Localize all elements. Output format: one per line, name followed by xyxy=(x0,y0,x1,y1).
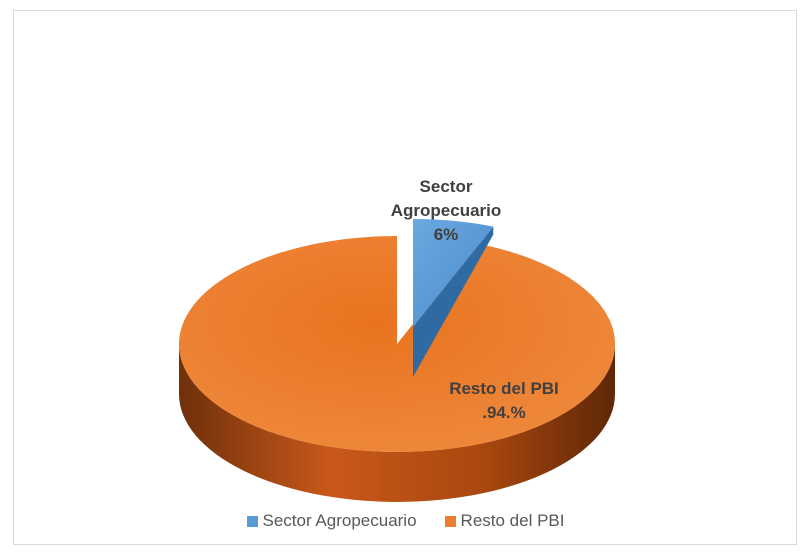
legend-label: Resto del PBI xyxy=(460,511,565,530)
data-label-sector-agropecuario: Sector Agropecuario 6% xyxy=(391,177,502,244)
legend-swatch-blue xyxy=(246,515,258,527)
data-label-resto-del-pbi: Resto del PBI .94.% xyxy=(449,379,559,422)
legend-item-resto-del-pbi: Resto del PBI xyxy=(444,511,565,531)
legend-item-sector-agropecuario: Sector Agropecuario xyxy=(246,511,417,531)
pie-slice-sector-agropecuario-inner xyxy=(413,226,494,377)
legend: Sector Agropecuario Resto del PBI xyxy=(0,511,811,531)
pie-slice-resto-del-pbi-side xyxy=(179,344,615,502)
legend-swatch-orange xyxy=(444,515,456,527)
legend-label: Sector Agropecuario xyxy=(262,511,417,530)
pie-slice-sector-agropecuario xyxy=(413,219,494,327)
pie-slice-resto-del-pbi xyxy=(178,236,615,452)
